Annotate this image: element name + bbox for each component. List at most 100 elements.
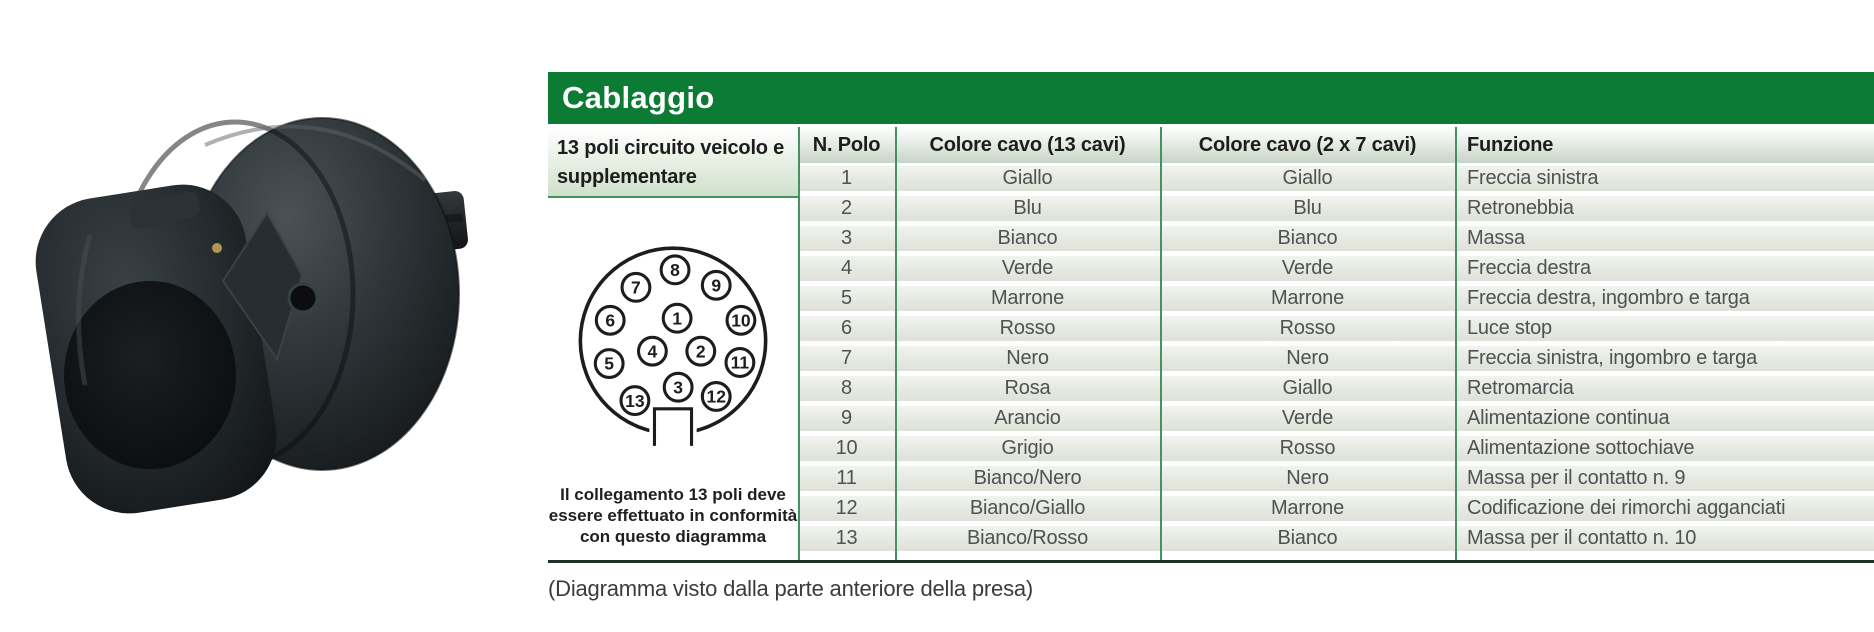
cell-polo: 2	[841, 197, 852, 219]
table-row: 3 Bianco Bianco Massa	[798, 226, 1874, 251]
cell-funzione: Freccia sinistra, ingombro e targa	[1467, 347, 1757, 369]
pin-9	[700, 269, 732, 301]
pin-8	[659, 254, 691, 286]
cell-colore-13-cavi: Blu	[1013, 197, 1042, 219]
cell-colore-2x7-cavi: Nero	[1286, 467, 1329, 489]
cell-colore-13-cavi: Bianco/Rosso	[967, 527, 1088, 549]
pin-10	[725, 304, 757, 336]
cover-latch	[129, 191, 201, 229]
table-row: 12 Bianco/Giallo Marrone Codificazione dei …	[798, 496, 1874, 521]
pin-number: 4	[648, 341, 658, 361]
data-columns: N. Polo Colore cavo (13 cavi) Colore cav…	[798, 127, 1874, 560]
table-bottom-border	[548, 560, 1874, 563]
pin-5	[593, 348, 625, 379]
socket-photo-illustration	[35, 117, 468, 514]
table-row: 8 Rosa Giallo Retromarcia	[798, 376, 1874, 401]
panel-title-bar: Cablaggio	[548, 72, 1874, 124]
table-row: 2 Blu Blu Retronebbia	[798, 196, 1874, 221]
cell-polo: 6	[841, 317, 852, 339]
pin-number: 7	[631, 278, 641, 298]
cell-funzione: Massa per il contatto n. 10	[1467, 527, 1697, 549]
cell-funzione: Retronebbia	[1467, 197, 1574, 219]
pin-number: 3	[673, 377, 683, 397]
cell-colore-2x7-cavi: Bianco	[1277, 227, 1338, 249]
pin-number: 2	[696, 341, 706, 361]
pin-7	[620, 271, 652, 303]
table-row: 11 Bianco/Nero Nero Massa per il contatto n…	[798, 466, 1874, 491]
cell-colore-2x7-cavi: Nero	[1286, 347, 1329, 369]
cell-colore-2x7-cavi: Marrone	[1270, 287, 1345, 309]
cell-funzione: Freccia destra	[1467, 257, 1591, 279]
cell-colore-2x7-cavi: Verde	[1281, 407, 1334, 429]
table-row: 9 Arancio Verde Alimentazione continua	[798, 406, 1874, 431]
cell-polo: 12	[835, 497, 858, 519]
cell-colore-13-cavi: Bianco	[997, 227, 1058, 249]
cell-funzione: Alimentazione continua	[1467, 407, 1670, 429]
table-header-row: N. Polo Colore cavo (13 cavi) Colore cav…	[798, 127, 1874, 163]
cell-funzione: Retromarcia	[1467, 377, 1574, 399]
pin-11	[724, 347, 756, 378]
cell-funzione: Alimentazione sottochiave	[1467, 437, 1695, 459]
product-photo	[30, 85, 470, 515]
wiring-panel: Cablaggio 13 poli circuito veicolo e sup…	[548, 72, 1874, 602]
keyway-notch	[652, 407, 694, 446]
column-header-cavo13: Colore cavo (13 cavi)	[895, 127, 1160, 163]
column-header-polo: N. Polo	[798, 127, 895, 163]
cell-colore-2x7-cavi: Rosso	[1279, 437, 1336, 459]
pin-13	[619, 385, 651, 417]
cell-polo: 1	[841, 167, 852, 189]
screw-hole	[289, 284, 317, 312]
cell-polo: 13	[835, 527, 858, 549]
cell-polo: 3	[841, 227, 852, 249]
pin-2	[685, 335, 717, 367]
cell-colore-13-cavi: Giallo	[1002, 167, 1053, 189]
table-row: 7 Nero Nero Freccia sinistra, ingombro e ta…	[798, 346, 1874, 371]
pin-number: 1	[672, 308, 682, 328]
table-row: 10 Grigio Rosso Alimentazione sottochiave	[798, 436, 1874, 461]
cell-polo: 7	[841, 347, 852, 369]
left-column-title: 13 poli circuito veicolo e supplementare	[548, 127, 798, 198]
cell-funzione: Codificazione dei rimorchi agganciati	[1467, 497, 1786, 519]
cell-funzione: Massa per il contatto n. 9	[1467, 467, 1686, 489]
cell-funzione: Massa	[1467, 227, 1525, 249]
column-header-funzione: Funzione	[1455, 127, 1874, 163]
pin-4	[636, 335, 668, 367]
cell-colore-2x7-cavi: Verde	[1281, 257, 1334, 279]
cell-colore-2x7-cavi: Blu	[1293, 197, 1322, 219]
pin-number: 10	[731, 310, 751, 330]
pin-number: 9	[711, 275, 721, 295]
diagram-note: Il collegamento 13 poli deve essere effet…	[548, 485, 798, 546]
cell-colore-13-cavi: Arancio	[994, 407, 1061, 429]
cell-colore-13-cavi: Rosso	[999, 317, 1056, 339]
column-separator	[798, 127, 800, 560]
cell-colore-2x7-cavi: Rosso	[1279, 317, 1336, 339]
pin-1	[661, 302, 693, 334]
table-rows: 1 Giallo Giallo Freccia sinistra 2 Blu Blu Retr…	[798, 166, 1874, 551]
cell-colore-2x7-cavi: Marrone	[1270, 497, 1345, 519]
socket-front-cover	[35, 184, 319, 514]
cell-polo: 8	[841, 377, 852, 399]
pin-number: 5	[604, 354, 614, 374]
cell-colore-2x7-cavi: Giallo	[1282, 377, 1333, 399]
pin-3	[662, 371, 694, 403]
cell-polo: 9	[841, 407, 852, 429]
pin-number: 13	[625, 391, 645, 411]
cell-funzione: Luce stop	[1467, 317, 1552, 339]
pin-12	[700, 381, 732, 412]
cell-colore-13-cavi: Marrone	[990, 287, 1065, 309]
column-separator	[1160, 127, 1162, 560]
table-row: 13 Bianco/Rosso Bianco Massa per il contatt…	[798, 526, 1874, 551]
cell-colore-2x7-cavi: Giallo	[1282, 167, 1333, 189]
cell-funzione: Freccia destra, ingombro e targa	[1467, 287, 1750, 309]
column-separator	[1455, 127, 1457, 560]
cell-colore-13-cavi: Bianco/Nero	[973, 467, 1082, 489]
cell-colore-13-cavi: Verde	[1001, 257, 1054, 279]
page-title: Cablaggio	[562, 80, 715, 115]
pin-number: 8	[670, 260, 680, 280]
cell-colore-13-cavi: Grigio	[1001, 437, 1054, 459]
cell-colore-13-cavi: Nero	[1006, 347, 1049, 369]
table-row: 6 Rosso Rosso Luce stop	[798, 316, 1874, 341]
cell-polo: 5	[841, 287, 852, 309]
pin-number: 11	[731, 353, 750, 373]
